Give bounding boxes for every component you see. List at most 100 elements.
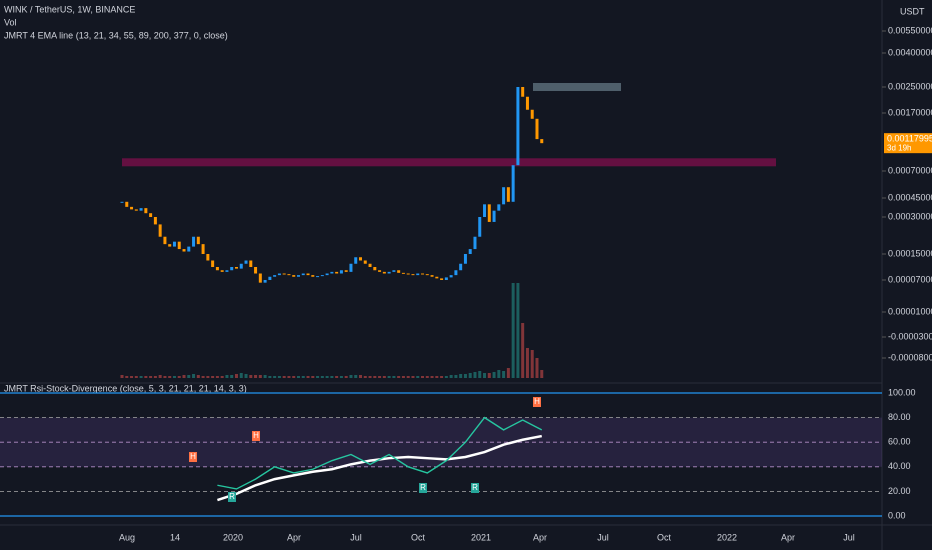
volume-bar [211, 376, 215, 378]
candle [354, 257, 358, 264]
volume-bar [525, 348, 529, 378]
candle [320, 275, 324, 277]
candle [282, 273, 286, 275]
candle [120, 201, 124, 203]
volume-bar [239, 373, 243, 378]
volume-bar [511, 283, 515, 378]
volume-bar [330, 376, 334, 378]
rsi-title: JMRT Rsi-Stock-Divergence (close, 5, 3, … [4, 383, 247, 393]
time-label: 2020 [223, 532, 243, 542]
candle [525, 96, 529, 110]
volume-bar [421, 376, 425, 378]
candle [406, 273, 410, 275]
candle [225, 270, 229, 272]
volume-bar [258, 375, 262, 378]
candle [449, 275, 453, 278]
volume-bar [187, 375, 191, 378]
candle [478, 217, 482, 237]
volume-bar [359, 375, 362, 378]
candle [130, 206, 134, 210]
candle [234, 267, 238, 269]
volume-bar [273, 376, 277, 378]
volume-bar [254, 375, 258, 378]
candle [487, 204, 491, 222]
volume-bar [163, 376, 167, 378]
candle [349, 263, 353, 272]
candle [220, 270, 224, 272]
candle [373, 267, 377, 271]
volume-bar [168, 376, 172, 378]
candle [316, 276, 320, 278]
candle [292, 275, 296, 277]
candle [444, 277, 448, 280]
candle [397, 270, 401, 273]
candle [273, 275, 277, 277]
volume-bar [449, 375, 453, 378]
volume-bar [363, 376, 367, 378]
volume-bar [149, 376, 153, 378]
candle [182, 249, 186, 252]
volume-bar [134, 376, 138, 378]
volume-bar [220, 376, 224, 378]
divergence-label: H [253, 431, 259, 440]
candle [382, 271, 386, 274]
volume-bar [230, 375, 234, 378]
volume-bar [382, 376, 386, 378]
candle [192, 236, 196, 247]
candle [492, 210, 496, 222]
rsi-tick-label: 80.00 [888, 412, 911, 422]
divergence-marker [533, 397, 541, 407]
volume-bar [325, 376, 329, 378]
volume-bar [320, 376, 324, 378]
volume-bar [268, 376, 272, 378]
time-label: 2022 [717, 532, 737, 542]
candle [168, 244, 172, 247]
divergence-marker [228, 492, 236, 502]
divergence-marker [252, 431, 260, 441]
volume-bar [392, 376, 396, 378]
candle [230, 267, 234, 271]
candle [401, 272, 405, 274]
volume-bar [411, 376, 415, 378]
volume-bar [440, 376, 444, 378]
volume-bar [125, 376, 129, 378]
price-tick-label: -0.00008000 [888, 352, 932, 362]
candle [344, 270, 348, 272]
volume-bar [244, 374, 248, 378]
time-label: Jul [597, 532, 609, 542]
candle [215, 267, 219, 271]
candle [506, 187, 510, 202]
candle [483, 204, 487, 217]
volume-bar [144, 376, 148, 378]
volume-bar [492, 372, 496, 378]
volume-bar [215, 376, 219, 378]
candle [206, 254, 210, 261]
rsi-tick-label: 100.00 [888, 387, 916, 397]
rsi-tick-label: 20.00 [888, 486, 911, 496]
price-tick-label: 0.00070000 [888, 165, 932, 175]
divergence-marker [471, 483, 479, 493]
time-label: 2021 [471, 532, 491, 542]
candle [163, 236, 167, 245]
volume-title: Vol [4, 17, 17, 27]
volume-bar [454, 375, 458, 378]
volume-bar [158, 375, 162, 378]
volume-bar [459, 374, 463, 378]
time-label: Jul [350, 532, 362, 542]
candle [277, 273, 281, 276]
candle [177, 241, 181, 250]
volume-bar [468, 373, 472, 378]
volume-bar [368, 376, 372, 378]
candle [244, 260, 248, 264]
ema-title: JMRT 4 EMA line (13, 21, 34, 55, 89, 200… [4, 30, 228, 40]
volume-bar [263, 375, 267, 378]
candle [330, 271, 334, 274]
price-tick-label: 0.00170000 [888, 107, 932, 117]
price-tick-label: 0.00015000 [888, 248, 932, 258]
divergence-label: R [420, 483, 426, 492]
level-box [533, 83, 621, 91]
symbol-title: WINK / TetherUS, 1W, BINANCE [4, 4, 135, 14]
volume-bar [540, 370, 544, 378]
